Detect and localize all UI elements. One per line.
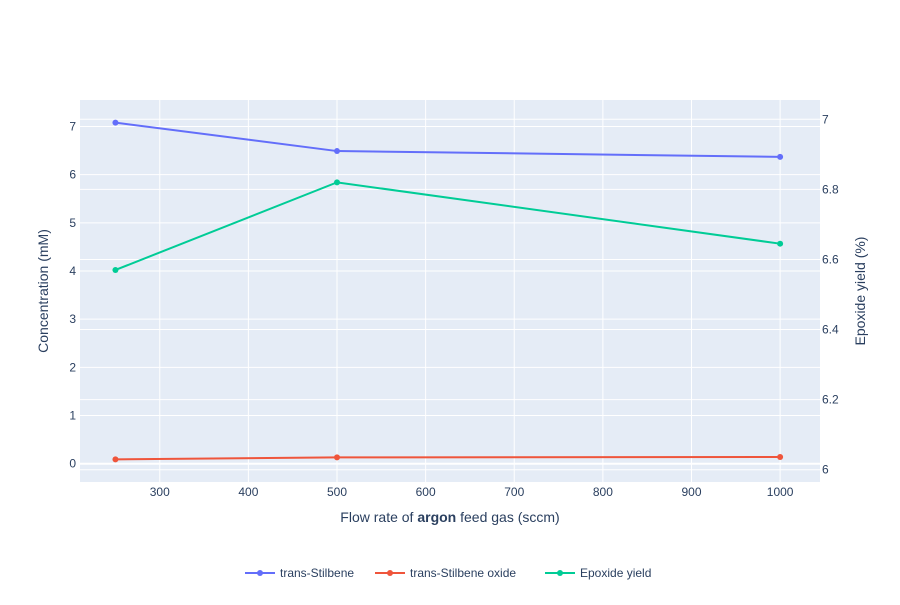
y2-tick-label: 6.2 <box>822 393 839 407</box>
y2-tick-label: 6 <box>822 463 829 477</box>
legend-marker <box>557 570 563 576</box>
x-tick-label: 800 <box>593 485 613 499</box>
y2-tick-label: 6.6 <box>822 252 839 266</box>
x-axis-ticks: 300 400 500 600 700 800 900 1000 <box>150 485 794 499</box>
data-point[interactable] <box>334 179 341 186</box>
y-tick-label: 1 <box>69 409 76 423</box>
y2-tick-label: 7 <box>822 112 829 126</box>
y2-axis-ticks: 6 6.2 6.4 6.6 6.8 7 <box>822 112 839 476</box>
y-tick-label: 3 <box>69 312 76 326</box>
y2-axis-title: Epoxide yield (%) <box>852 237 868 346</box>
y-tick-label: 2 <box>69 360 76 374</box>
legend-item[interactable]: trans-Stilbene oxide <box>375 566 516 580</box>
y-axis-title: Concentration (mM) <box>35 229 51 353</box>
x-tick-label: 1000 <box>767 485 794 499</box>
data-point[interactable] <box>112 456 119 463</box>
legend-marker <box>387 570 393 576</box>
legend: trans-Stilbene trans-Stilbene oxide Epoxid… <box>245 566 651 580</box>
legend-item[interactable]: trans-Stilbene <box>245 566 354 580</box>
data-point[interactable] <box>112 119 119 126</box>
y-tick-label: 4 <box>69 264 76 278</box>
plot-background <box>80 100 820 482</box>
x-axis-title: Flow rate of argon feed gas (sccm) <box>340 509 559 525</box>
x-tick-label: 700 <box>504 485 524 499</box>
series-trans-stilbene-oxide <box>112 453 784 463</box>
y2-tick-label: 6.4 <box>822 323 839 337</box>
y-tick-label: 7 <box>69 119 76 133</box>
legend-label: trans-Stilbene oxide <box>410 566 516 580</box>
legend-label: trans-Stilbene <box>280 566 354 580</box>
data-point[interactable] <box>777 240 784 247</box>
x-tick-label: 900 <box>681 485 701 499</box>
series-trans-stilbene <box>112 119 784 160</box>
y-axis-ticks: 0 1 2 3 4 5 6 7 <box>69 119 76 470</box>
grid-lines <box>80 100 820 482</box>
data-point[interactable] <box>777 453 784 460</box>
y2-tick-label: 6.8 <box>822 182 839 196</box>
legend-item[interactable]: Epoxide yield <box>545 566 651 580</box>
x-tick-label: 600 <box>416 485 436 499</box>
data-point[interactable] <box>112 266 119 273</box>
y-tick-label: 6 <box>69 168 76 182</box>
legend-label: Epoxide yield <box>580 566 651 580</box>
series-epoxide-yield <box>112 179 784 273</box>
data-point[interactable] <box>334 454 341 461</box>
y-tick-label: 0 <box>69 457 76 471</box>
data-point[interactable] <box>777 153 784 160</box>
x-tick-label: 400 <box>238 485 258 499</box>
data-point[interactable] <box>334 148 341 155</box>
series-layer <box>112 119 784 463</box>
x-tick-label: 300 <box>150 485 170 499</box>
x-tick-label: 500 <box>327 485 347 499</box>
y-tick-label: 5 <box>69 216 76 230</box>
legend-marker <box>257 570 263 576</box>
